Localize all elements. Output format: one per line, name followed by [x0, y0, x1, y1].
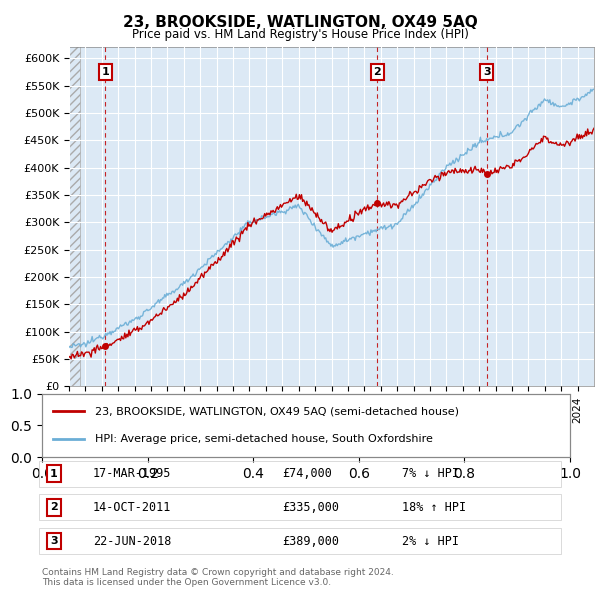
Text: 18% ↑ HPI: 18% ↑ HPI — [402, 501, 466, 514]
Text: 17-MAR-1995: 17-MAR-1995 — [93, 467, 172, 480]
Text: 22-JUN-2018: 22-JUN-2018 — [93, 535, 172, 548]
Text: £389,000: £389,000 — [282, 535, 339, 548]
Text: 3: 3 — [483, 67, 491, 77]
Bar — [69, 31, 80, 386]
Text: 2: 2 — [373, 67, 381, 77]
Text: Price paid vs. HM Land Registry's House Price Index (HPI): Price paid vs. HM Land Registry's House … — [131, 28, 469, 41]
Text: 1: 1 — [101, 67, 109, 77]
Text: £335,000: £335,000 — [282, 501, 339, 514]
Text: HPI: Average price, semi-detached house, South Oxfordshire: HPI: Average price, semi-detached house,… — [95, 434, 433, 444]
Text: 23, BROOKSIDE, WATLINGTON, OX49 5AQ (semi-detached house): 23, BROOKSIDE, WATLINGTON, OX49 5AQ (sem… — [95, 407, 459, 417]
Text: 2% ↓ HPI: 2% ↓ HPI — [402, 535, 459, 548]
Text: 14-OCT-2011: 14-OCT-2011 — [93, 501, 172, 514]
Text: 2: 2 — [50, 503, 58, 512]
Text: 7% ↓ HPI: 7% ↓ HPI — [402, 467, 459, 480]
Text: 3: 3 — [50, 536, 58, 546]
Text: £74,000: £74,000 — [282, 467, 332, 480]
Text: Contains HM Land Registry data © Crown copyright and database right 2024.
This d: Contains HM Land Registry data © Crown c… — [42, 568, 394, 587]
Text: 1: 1 — [50, 469, 58, 478]
Text: 23, BROOKSIDE, WATLINGTON, OX49 5AQ: 23, BROOKSIDE, WATLINGTON, OX49 5AQ — [122, 15, 478, 30]
